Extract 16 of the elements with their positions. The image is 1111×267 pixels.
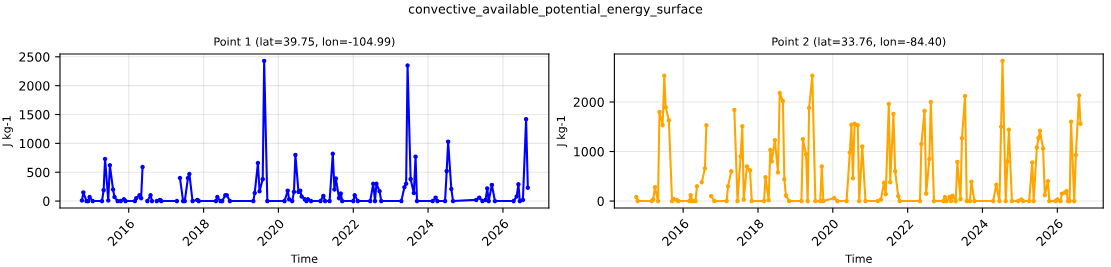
- y-tick-label: 2000: [19, 81, 50, 91]
- y-axis-title: J kg-1: [2, 116, 13, 148]
- y-tick-label: 1000: [574, 146, 604, 157]
- y-tick-label: 2000: [573, 97, 604, 107]
- chart-title: Point 1 (lat=39.75, lon=-104.99): [214, 37, 395, 48]
- y-tick-label: 1000: [19, 138, 50, 149]
- chart-title: Point 2 (lat=33.76, lon=-84.40): [772, 37, 946, 48]
- text: convective_available_potential_energy_surface: [408, 4, 703, 17]
- y-tick-label: 2500: [19, 52, 50, 62]
- y-tick-label: 0: [597, 196, 604, 206]
- y-tick-label: 0: [43, 196, 50, 206]
- x-axis-title: Time: [845, 254, 872, 263]
- x-axis-title: Time: [290, 254, 318, 263]
- y-tick-label: 500: [27, 167, 50, 178]
- y-tick-label: 1500: [19, 109, 50, 120]
- y-axis-title: J kg-1: [556, 116, 568, 148]
